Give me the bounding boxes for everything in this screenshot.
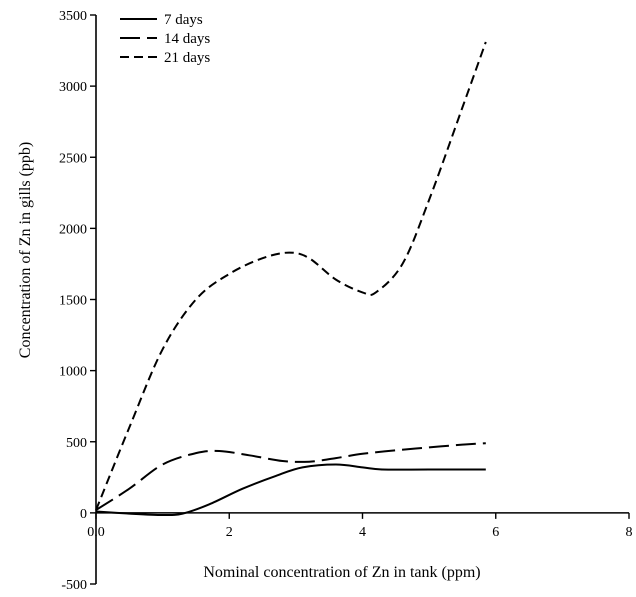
series-line-3 (95, 41, 487, 511)
y-tick-label: 500 (66, 436, 87, 451)
legend-label-2: 14 days (164, 31, 210, 47)
legend-label-1: 7 days (164, 12, 203, 28)
legend: 7 days 14 days 21 days (120, 12, 210, 66)
series-line-1 (95, 463, 486, 517)
y-tick-label: 3500 (59, 9, 87, 24)
x-axis: 0.0 2 4 6 8 (87, 512, 633, 540)
y-tick-label: 2500 (59, 151, 87, 166)
y-tick-label: 0 (80, 507, 87, 522)
series-line-2 (95, 442, 486, 511)
y-tick-label: 2000 (59, 222, 87, 237)
y-tick-label: 3000 (59, 80, 87, 95)
y-axis-title: Concentration of Zn in gills (ppb) (17, 142, 34, 358)
legend-label-3: 21 days (164, 50, 210, 66)
y-tick-label: 1500 (59, 294, 87, 309)
y-tick-label: -500 (61, 578, 87, 593)
x-axis-title: Nominal concentration of Zn in tank (ppm… (203, 564, 480, 581)
x-tick-label: 2 (226, 525, 233, 540)
x-tick-label: 6 (492, 525, 499, 540)
x-tick-label: 0.0 (87, 525, 105, 540)
y-axis: -500 0 500 1000 1500 2000 2500 3000 3500 (59, 9, 97, 593)
x-tick-label: 4 (359, 525, 366, 540)
plot-area (95, 41, 487, 517)
y-tick-label: 1000 (59, 365, 87, 380)
x-tick-label: 8 (626, 525, 633, 540)
